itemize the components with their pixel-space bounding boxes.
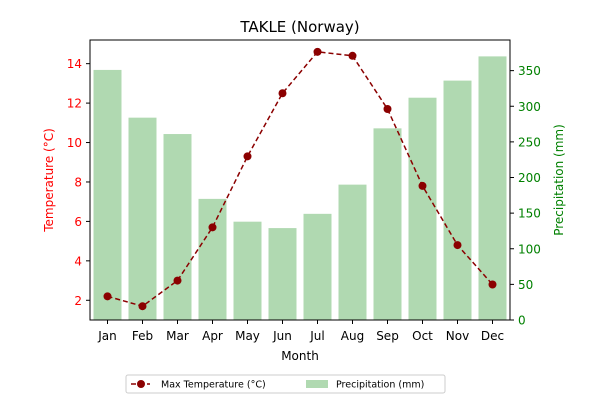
right-y-tick-label: 0 <box>518 314 526 328</box>
bar-mar <box>163 134 192 320</box>
left-y-tick-label: 6 <box>74 215 82 229</box>
right-y-tick-label: 150 <box>518 207 541 221</box>
legend: Max Temperature (°C) Precipitation (mm) <box>125 374 446 394</box>
x-tick-label: May <box>235 329 260 343</box>
temperature-point-nov <box>453 241 462 250</box>
bar-jul <box>303 213 332 320</box>
temperature-point-may <box>243 152 252 161</box>
plot-frame <box>89 39 511 321</box>
bars-layer <box>93 56 507 321</box>
temperature-point-jul <box>313 47 322 56</box>
right-y-tick-label: 200 <box>518 171 541 185</box>
x-tick-label: Aug <box>341 329 364 343</box>
x-tick-label: Oct <box>412 329 433 343</box>
temperature-point-oct <box>418 181 427 190</box>
bar-sep <box>373 128 402 320</box>
x-tick-label: Mar <box>166 329 189 343</box>
bar-jun <box>268 228 297 320</box>
bar-jan <box>93 69 122 320</box>
temperature-line <box>107 51 494 308</box>
bar-nov <box>443 80 472 320</box>
bar-aug <box>338 184 367 320</box>
x-tick-label: Feb <box>132 329 153 343</box>
right-y-axis: 0 50 100 150 200 250 300 350 <box>510 64 541 328</box>
chart-title: TAKLE (Norway) <box>239 18 359 36</box>
x-axis-label: Month <box>281 349 319 363</box>
left-y-tick-label: 10 <box>67 136 82 150</box>
bar-may <box>233 221 262 320</box>
bar-apr <box>198 198 227 320</box>
legend-label-temperature: Max Temperature (°C) <box>161 380 266 391</box>
temperature-point-jan <box>103 292 112 301</box>
right-y-tick-label: 50 <box>518 278 533 292</box>
right-y-axis-label: Precipitation (mm) <box>552 124 566 236</box>
left-y-tick-label: 14 <box>67 57 82 71</box>
left-y-axis-label: Temperature (°C) <box>42 128 56 233</box>
legend-bar-swatch <box>306 380 328 388</box>
temperature-point-apr <box>208 223 217 232</box>
x-tick-label: Jun <box>272 329 292 343</box>
legend-box <box>125 374 446 394</box>
x-tick-label: Sep <box>376 329 399 343</box>
temperature-point-jun <box>278 89 287 98</box>
x-tick-label: Jan <box>97 329 117 343</box>
left-y-tick-label: 4 <box>74 254 82 268</box>
right-y-tick-label: 300 <box>518 100 541 114</box>
x-tick-label: Nov <box>446 329 469 343</box>
legend-line-marker <box>137 380 145 388</box>
right-y-tick-label: 350 <box>518 64 541 78</box>
left-y-tick-label: 2 <box>74 294 82 308</box>
left-y-tick-label: 8 <box>74 175 82 189</box>
temperature-point-mar <box>173 276 182 285</box>
line-layer <box>103 47 497 311</box>
temperature-point-dec <box>488 280 497 289</box>
right-y-tick-label: 250 <box>518 135 541 149</box>
x-tick-label: Jul <box>309 329 324 343</box>
legend-label-precipitation: Precipitation (mm) <box>336 380 424 391</box>
right-y-tick-label: 100 <box>518 242 541 256</box>
temperature-point-aug <box>348 51 357 60</box>
bar-feb <box>128 117 157 321</box>
x-axis: Jan Feb Mar Apr May Jun Jul Aug Sep Oct Nov Dec <box>97 320 504 343</box>
temperature-point-sep <box>383 105 392 114</box>
temperature-point-feb <box>138 302 147 311</box>
left-y-tick-label: 12 <box>67 97 82 111</box>
x-tick-label: Apr <box>202 329 223 343</box>
bar-oct <box>408 97 437 320</box>
bar-dec <box>478 56 507 320</box>
left-y-axis: 2 4 6 8 10 12 14 <box>67 57 90 308</box>
x-tick-label: Dec <box>481 329 504 343</box>
